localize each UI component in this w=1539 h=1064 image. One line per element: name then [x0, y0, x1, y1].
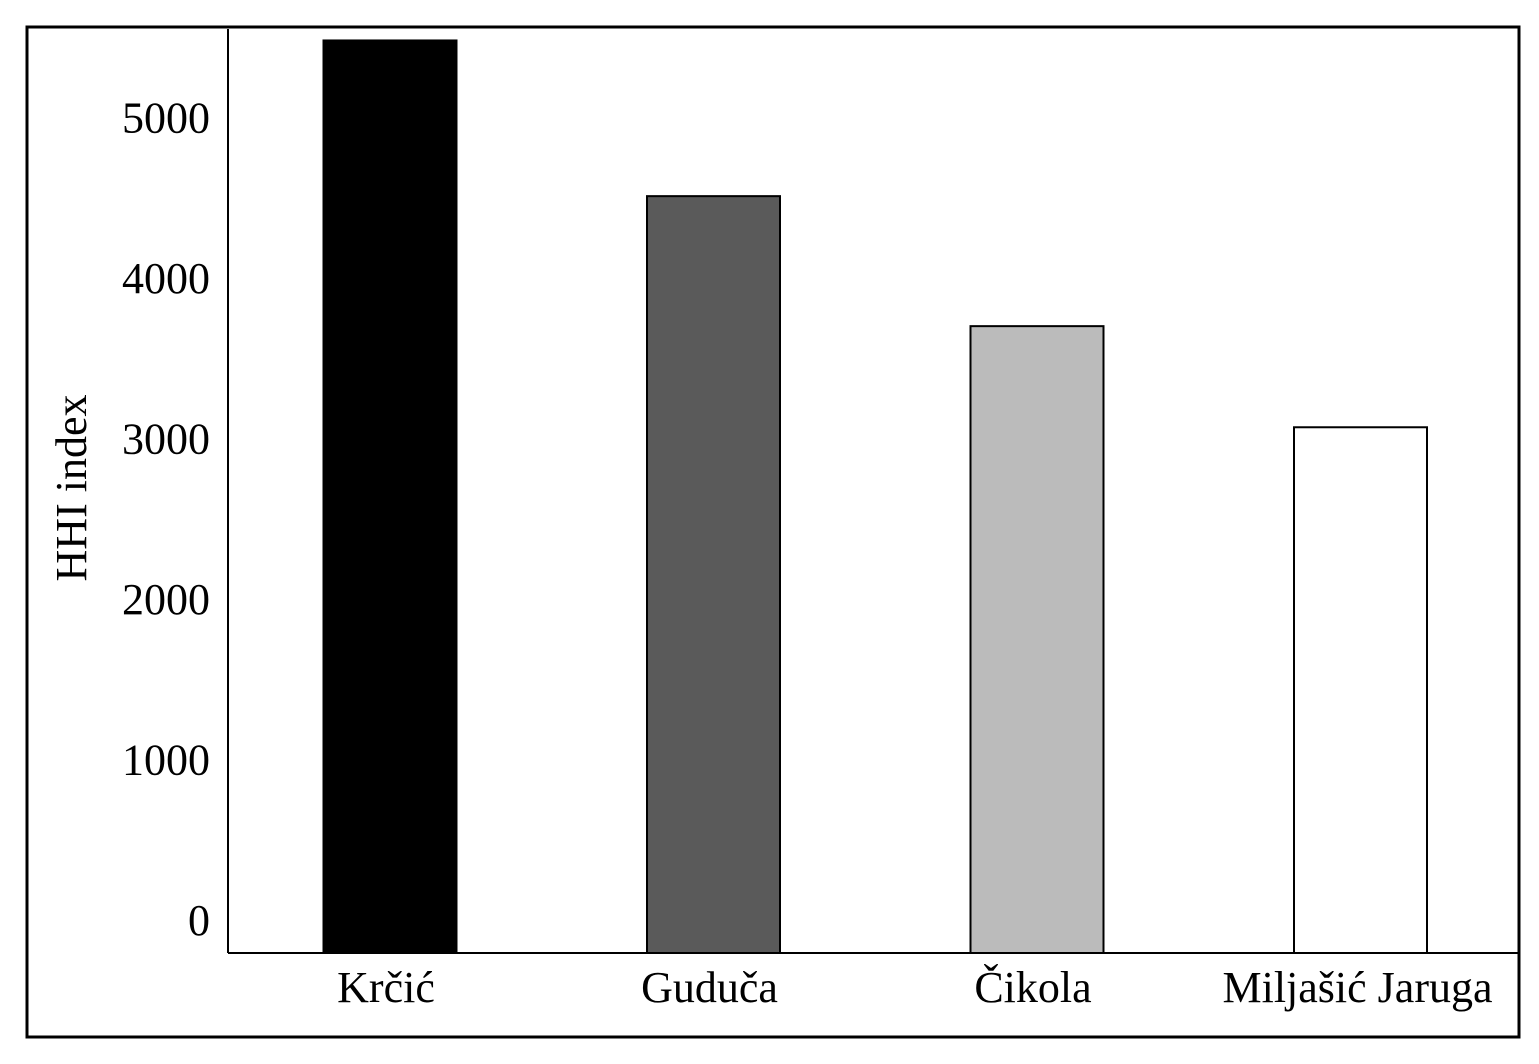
- x-category-label: Krčić: [337, 963, 435, 1012]
- y-tick-label: 3000: [122, 415, 210, 464]
- y-tick-label: 5000: [122, 94, 210, 143]
- x-category-label: Miljašić Jaruga: [1222, 963, 1492, 1012]
- y-tick-label: 4000: [122, 254, 210, 303]
- y-tick-label: 2000: [122, 575, 210, 624]
- y-axis-ticks: 0 1000 2000 3000 4000 5000: [122, 94, 210, 946]
- bar: [969, 325, 1105, 954]
- bar: [1293, 426, 1428, 954]
- x-category-label: Čikola: [974, 963, 1091, 1012]
- y-tick-label: 1000: [122, 736, 210, 785]
- x-axis-labels: Krčić Guduča Čikola Miljašić Jaruga: [337, 963, 1492, 1012]
- bar: [646, 195, 781, 954]
- chart-frame: [25, 25, 1521, 1039]
- y-axis-title: HHI index: [47, 395, 96, 582]
- bar: [322, 39, 458, 954]
- bars: [322, 39, 1428, 954]
- y-tick-label: 0: [188, 896, 210, 945]
- x-category-label: Guduča: [641, 963, 778, 1012]
